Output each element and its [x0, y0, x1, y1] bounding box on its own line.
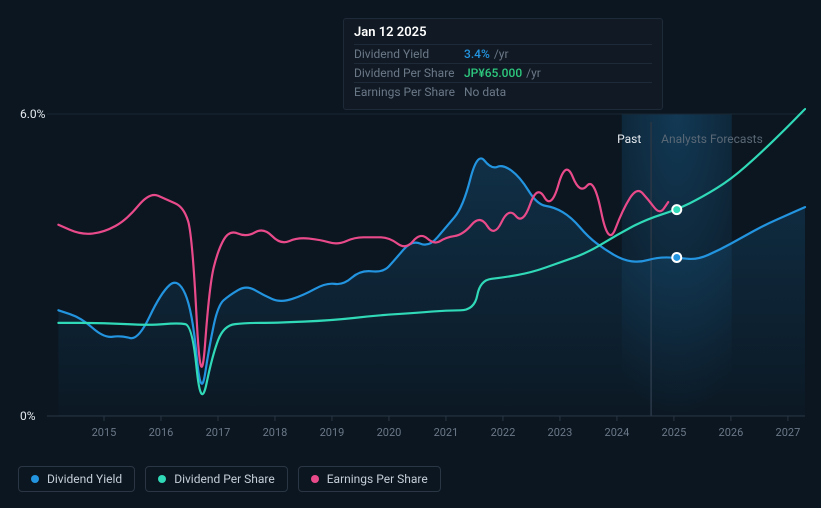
- legend-item[interactable]: Dividend Per Share: [145, 466, 288, 492]
- tooltip-row-value: 3.4%: [464, 47, 490, 61]
- tooltip-row-label: Dividend Per Share: [354, 66, 464, 80]
- x-axis-tick: 2020: [377, 426, 402, 439]
- tooltip-row-suffix: /yr: [526, 66, 541, 80]
- x-axis-tick: 2023: [548, 426, 573, 439]
- legend-dot-icon: [311, 475, 319, 483]
- tooltip-row-value: JP¥65.000: [464, 66, 522, 80]
- x-axis-tick: 2025: [662, 426, 687, 439]
- x-axis-tick: 2021: [434, 426, 459, 439]
- chart-legend: Dividend Yield Dividend Per Share Earnings…: [18, 466, 441, 492]
- tooltip-row: Dividend Yield3.4% /yr: [354, 44, 652, 63]
- legend-dot-icon: [31, 475, 39, 483]
- x-axis-tick: 2017: [206, 426, 231, 439]
- tooltip-row-suffix: /yr: [494, 47, 509, 61]
- tooltip-row-value: No data: [464, 85, 506, 99]
- chart-tooltip: Jan 12 2025 Dividend Yield3.4%/yrDividen…: [343, 18, 663, 110]
- x-axis-tick: 2015: [92, 426, 117, 439]
- legend-item[interactable]: Dividend Yield: [18, 466, 135, 492]
- tooltip-row: Earnings Per ShareNo data: [354, 82, 652, 101]
- tooltip-row-label: Dividend Yield: [354, 47, 464, 61]
- x-axis-tick: 2016: [149, 426, 174, 439]
- tooltip-date: Jan 12 2025: [354, 25, 652, 44]
- x-axis-tick: 2019: [320, 426, 345, 439]
- y-axis-label: 6.0%: [20, 107, 45, 121]
- x-axis-tick: 2018: [263, 426, 288, 439]
- segment-label-forecast: Analysts Forecasts: [661, 132, 763, 146]
- legend-item-label: Dividend Yield: [47, 472, 122, 486]
- x-axis-tick: 2026: [719, 426, 744, 439]
- x-axis-tick: 2027: [776, 426, 801, 439]
- segment-label-past: Past: [617, 132, 641, 146]
- legend-item-label: Dividend Per Share: [174, 472, 275, 486]
- legend-dot-icon: [158, 475, 166, 483]
- tooltip-row-label: Earnings Per Share: [354, 85, 464, 99]
- x-axis-tick: 2024: [605, 426, 630, 439]
- y-axis-label: 0%: [20, 409, 36, 423]
- legend-item-label: Earnings Per Share: [327, 472, 428, 486]
- tooltip-row: Dividend Per ShareJP¥65.000/yr: [354, 63, 652, 82]
- x-axis-tick: 2022: [491, 426, 516, 439]
- legend-item[interactable]: Earnings Per Share: [298, 466, 441, 492]
